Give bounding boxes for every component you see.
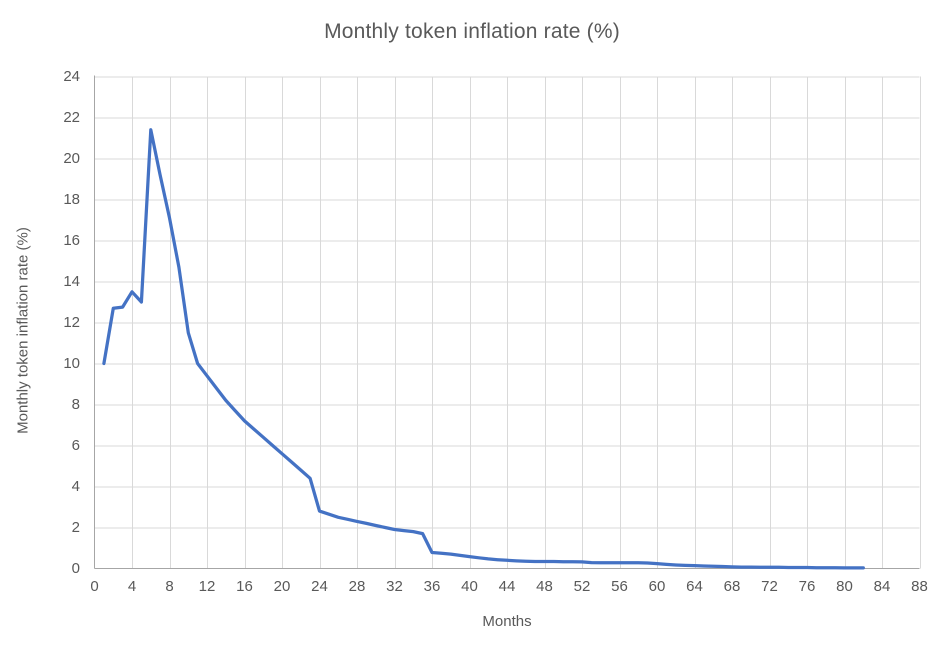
y-tick-label: 10 <box>63 354 80 372</box>
y-tick-label: 14 <box>63 272 80 290</box>
x-tick-label: 8 <box>165 578 174 595</box>
x-tick-label: 88 <box>911 578 928 595</box>
x-tick-label: 28 <box>348 578 366 595</box>
x-tick-label: 40 <box>461 578 478 595</box>
x-tick-label: 12 <box>198 578 216 595</box>
y-tick-label: 6 <box>71 436 80 454</box>
x-tick-label: 20 <box>273 578 291 595</box>
y-tick-label: 0 <box>71 559 80 577</box>
x-tick-label: 76 <box>798 578 816 595</box>
x-tick-label: 84 <box>873 578 891 595</box>
x-tick-label: 16 <box>236 578 253 595</box>
x-tick-label: 24 <box>311 578 328 595</box>
x-tick-label: 0 <box>90 578 99 595</box>
x-tick-label: 4 <box>127 578 137 595</box>
x-tick-label: 72 <box>761 578 778 595</box>
y-tick-label: 12 <box>63 313 80 331</box>
y-tick-label: 16 <box>63 231 80 249</box>
y-tick-label: 24 <box>63 67 80 85</box>
x-tick-label: 56 <box>611 578 628 595</box>
y-tick-label: 20 <box>63 149 80 167</box>
y-tick-label: 4 <box>71 477 80 495</box>
series-line <box>102 128 865 570</box>
y-tick-label: 2 <box>71 518 80 536</box>
x-tick-label: 52 <box>573 578 591 595</box>
x-axis-title: Months <box>482 613 532 630</box>
x-tick-label: 80 <box>836 578 853 595</box>
x-tick-label: 32 <box>386 578 403 595</box>
x-tick-label: 36 <box>423 578 441 595</box>
x-tick-label: 68 <box>723 578 741 595</box>
y-tick-label: 18 <box>63 190 80 208</box>
x-tick-label: 64 <box>686 578 703 595</box>
chart-title: Monthly token inflation rate (%) <box>324 20 620 43</box>
y-tick-label: 22 <box>63 108 80 126</box>
y-tick-label: 8 <box>71 395 80 413</box>
x-tick-label: 44 <box>498 578 516 595</box>
x-tick-label: 60 <box>648 578 666 595</box>
x-tick-label: 48 <box>536 578 553 595</box>
